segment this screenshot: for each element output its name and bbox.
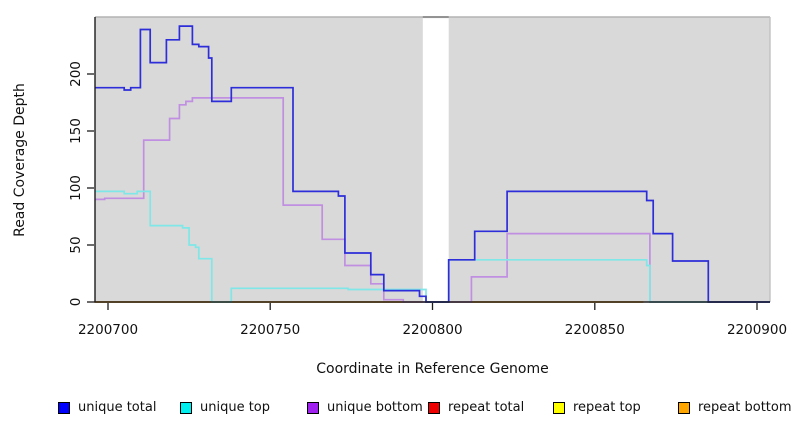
line-unique-bottom: [95, 97, 770, 303]
legend-item-unique-total: unique total: [58, 400, 156, 415]
legend-item-unique-top: unique top: [180, 400, 270, 415]
x-tick-label: 2200800: [402, 322, 462, 338]
no-data-gap: [422, 18, 449, 302]
chart-legend: unique total unique top unique bottom repea…: [0, 400, 792, 426]
x-tick-label: 2200900: [727, 322, 787, 338]
y-tick-label: 0: [68, 298, 84, 307]
x-tick-label: 2200850: [565, 322, 625, 338]
legend-label-unique-top: unique top: [200, 400, 271, 415]
legend-swatch-unique-total: [58, 401, 70, 414]
legend-label-unique-bottom: unique bottom: [327, 400, 423, 415]
x-tick-label: 2200750: [240, 322, 300, 338]
line-unique-total: [95, 25, 770, 303]
legend-label-repeat-bottom: repeat bottom: [698, 400, 792, 415]
line-unique-top: [95, 190, 770, 303]
plot-area: 2200700 2200750 2200800 2200850 2200900 0 50 10…: [68, 16, 787, 338]
y-tick-label: 150: [68, 118, 84, 144]
legend-label-unique-total: unique total: [78, 400, 157, 415]
legend-swatch-repeat-total: [428, 401, 440, 414]
legend-label-repeat-total: repeat total: [448, 400, 525, 415]
legend-item-repeat-top: repeat top: [553, 400, 641, 415]
legend-swatch-unique-top: [180, 401, 192, 414]
legend-swatch-repeat-top: [553, 401, 565, 414]
y-tick-label: 50: [68, 236, 84, 253]
legend-swatch-unique-bottom: [307, 401, 319, 414]
x-tick-label: 2200700: [78, 322, 138, 338]
y-tick-label: 100: [68, 175, 84, 201]
legend-item-unique-bottom: unique bottom: [307, 400, 423, 415]
x-axis-title: Coordinate in Reference Genome: [316, 361, 549, 377]
y-axis-title: Read Coverage Depth: [12, 83, 28, 237]
y-tick-label: 200: [68, 61, 84, 87]
legend-swatch-repeat-bottom: [678, 401, 690, 414]
legend-item-repeat-total: repeat total: [428, 400, 524, 415]
legend-item-repeat-bottom: repeat bottom: [678, 400, 792, 415]
legend-label-repeat-top: repeat top: [573, 400, 641, 415]
